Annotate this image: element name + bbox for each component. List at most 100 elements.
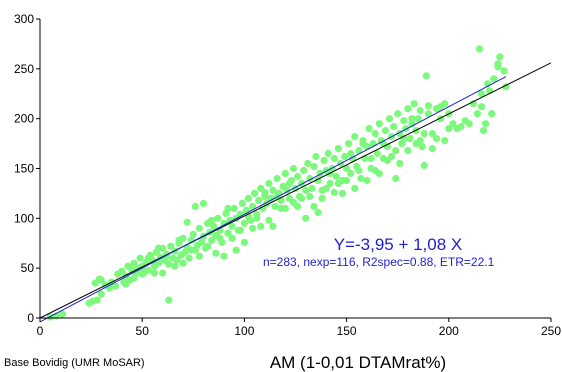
data-point <box>228 222 236 230</box>
data-point <box>394 110 402 118</box>
data-point <box>251 189 259 197</box>
data-point <box>428 130 436 138</box>
data-point <box>381 127 389 135</box>
data-point <box>445 125 453 133</box>
data-point <box>298 194 306 202</box>
data-point <box>422 72 430 80</box>
data-point <box>306 192 314 200</box>
y-tick-label: 50 <box>21 261 35 275</box>
data-point <box>167 242 175 250</box>
data-point <box>420 130 428 138</box>
data-point <box>136 254 144 262</box>
data-point <box>355 147 363 155</box>
data-point <box>314 208 322 216</box>
data-point <box>285 179 293 187</box>
data-point <box>173 256 181 264</box>
data-point <box>175 236 183 244</box>
data-point <box>404 105 412 113</box>
data-point <box>97 290 105 298</box>
data-point <box>240 219 248 227</box>
data-point <box>396 159 404 168</box>
data-point <box>214 214 222 222</box>
x-tick-label: 0 <box>37 324 44 338</box>
data-point <box>488 110 496 118</box>
data-point <box>197 238 206 246</box>
data-point <box>118 267 126 275</box>
data-point <box>482 120 490 128</box>
data-point <box>58 310 67 318</box>
data-point <box>238 199 246 207</box>
x-tick-label: 50 <box>136 324 150 338</box>
data-point <box>367 154 375 163</box>
data-point <box>249 202 257 210</box>
data-point <box>265 216 273 224</box>
data-point <box>204 242 212 250</box>
data-point <box>408 115 416 123</box>
data-point <box>271 202 279 210</box>
data-point <box>385 115 394 123</box>
data-point <box>302 186 310 194</box>
regression-stats: n=283, nexp=116, R2spec=0.88, ETR=22.1 <box>263 255 495 269</box>
data-point <box>477 103 486 111</box>
y-tick-label: 200 <box>14 112 34 126</box>
data-point <box>477 90 486 98</box>
data-point <box>428 145 436 153</box>
data-point <box>130 274 138 282</box>
data-point <box>338 189 347 197</box>
data-point <box>300 166 308 175</box>
data-point <box>155 244 163 252</box>
data-point <box>404 147 412 155</box>
data-point <box>320 156 328 165</box>
data-point <box>224 229 232 237</box>
data-point <box>265 179 273 187</box>
data-point <box>357 174 365 183</box>
ticks: 0 50 100 150 200 250 0 50 100 150 200 250 300 <box>14 12 561 338</box>
data-point <box>310 202 318 210</box>
fit-lines <box>39 62 552 323</box>
data-point <box>261 188 269 196</box>
data-point <box>355 166 363 175</box>
identity-line <box>39 62 552 319</box>
data-point <box>341 152 349 161</box>
data-point <box>122 280 130 288</box>
data-point <box>273 174 281 183</box>
data-point <box>220 252 228 260</box>
y-tick-label: 150 <box>14 162 34 176</box>
data-point <box>334 179 342 187</box>
x-tick-label: 100 <box>234 324 254 338</box>
data-point <box>373 149 381 158</box>
data-point <box>269 222 277 230</box>
data-point <box>479 127 488 135</box>
data-point <box>500 67 508 75</box>
y-tick-label: 300 <box>14 12 34 26</box>
data-point <box>312 152 320 161</box>
data-point <box>293 202 302 210</box>
data-point <box>144 266 152 274</box>
data-point <box>255 196 263 204</box>
data-point <box>93 296 101 304</box>
data-point <box>418 143 426 151</box>
data-point <box>310 162 318 171</box>
points-layer <box>46 45 510 321</box>
data-point <box>208 216 216 224</box>
source-note: Base Bovidig (UMR MoSAR) <box>4 357 145 369</box>
data-point <box>469 100 477 108</box>
data-point <box>351 184 359 192</box>
data-point <box>365 125 373 133</box>
data-point <box>330 154 338 163</box>
y-tick-label: 0 <box>27 311 34 325</box>
data-point <box>343 176 351 185</box>
data-point <box>183 218 191 226</box>
data-point <box>494 63 502 71</box>
data-point <box>244 194 253 202</box>
data-point <box>345 140 353 148</box>
data-point <box>165 296 173 304</box>
data-point <box>155 259 163 267</box>
data-point <box>236 210 244 218</box>
data-point <box>400 117 408 125</box>
data-point <box>97 276 105 284</box>
data-point <box>375 120 383 128</box>
data-point <box>424 110 432 118</box>
data-point <box>392 174 400 183</box>
data-point <box>289 164 298 173</box>
